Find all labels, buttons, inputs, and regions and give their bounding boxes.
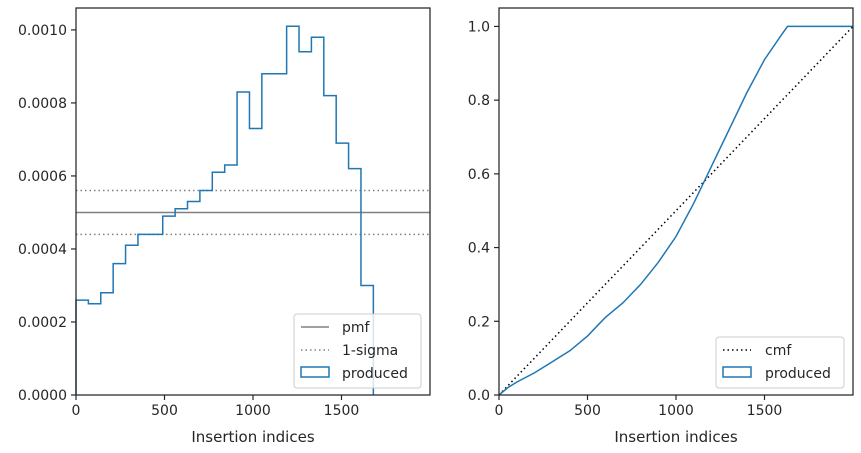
right-x-tick-label: 1000 [658,403,694,419]
right-y-tick-label: 1.0 [468,19,490,35]
right-y-tick-label: 0.8 [468,93,490,109]
left-chart: 0 500 1000 1500 0.0000 0.0002 0.0004 0.0006 0.00… [18,7,431,446]
left-legend-box [293,313,422,389]
right-y-tick-label: 0.0 [468,388,490,404]
right-plot-content [498,25,854,396]
produced-histogram [75,25,375,395]
right-legend-produced-label: produced [765,366,831,382]
left-ticks: 0 500 1000 1500 0.0000 0.0002 0.0004 0.0006 0.00… [18,23,359,419]
left-x-tick-label: 1000 [235,403,271,419]
left-plot-content [75,25,430,395]
left-x-tick-label: 0 [72,403,81,419]
right-legend-cmf-label: cmf [765,343,792,359]
left-legend-produced-label: produced [342,366,408,382]
left-legend-pmf-label: pmf [342,320,371,336]
right-legend: cmf produced [715,336,845,389]
left-y-tick-label: 0.0002 [18,315,67,331]
right-x-axis-label: Insertion indices [614,428,737,446]
right-x-tick-label: 0 [495,403,504,419]
left-x-tick-label: 1500 [324,403,360,419]
left-x-tick-label: 500 [151,403,178,419]
left-y-tick-label: 0.0000 [18,388,67,404]
right-y-tick-label: 0.2 [468,314,490,330]
right-x-tick-label: 1500 [747,403,783,419]
left-legend: pmf 1-sigma produced [293,313,422,389]
right-y-tick-label: 0.4 [468,241,490,257]
left-legend-produced-swatch [300,366,330,378]
left-y-tick-label: 0.0004 [18,242,67,258]
produced-cdf-line [498,25,853,396]
left-y-tick-label: 0.0010 [18,23,67,39]
left-legend-sigma-label: 1-sigma [342,343,398,359]
right-x-tick-label: 500 [574,403,601,419]
left-y-tick-label: 0.0008 [18,96,67,112]
right-legend-box [715,336,845,389]
left-x-axis-label: Insertion indices [191,428,314,446]
right-y-tick-label: 0.6 [468,167,490,183]
right-legend-produced-swatch [722,366,752,378]
left-y-tick-label: 0.0006 [18,169,67,185]
right-chart: 0 500 1000 1500 0.0 0.2 0.4 0.6 0.8 1.0 Insertion… [468,7,854,446]
right-ticks: 0 500 1000 1500 0.0 0.2 0.4 0.6 0.8 1.0 [468,19,783,419]
